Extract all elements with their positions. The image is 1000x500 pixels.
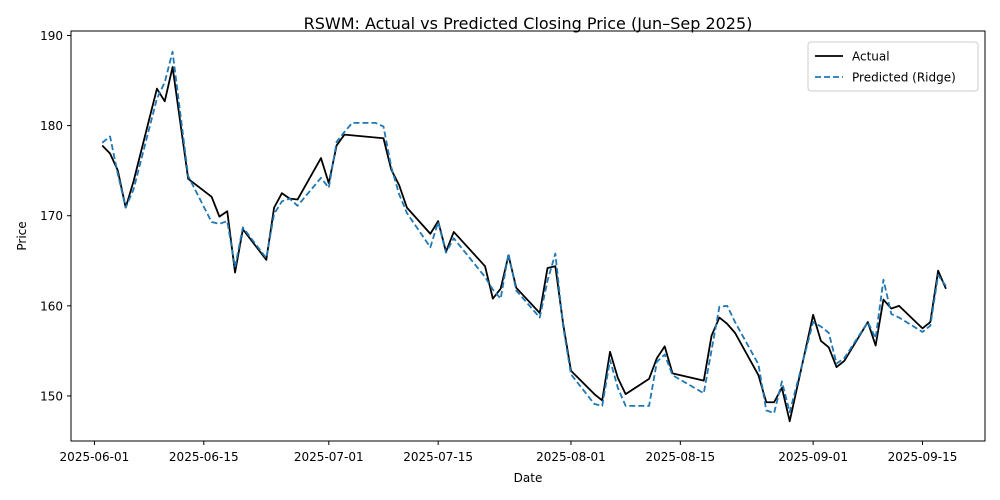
x-tick-label: 2025-07-15 bbox=[403, 450, 473, 464]
x-tick-label: 2025-08-01 bbox=[536, 450, 606, 464]
y-tick-label: 190 bbox=[40, 29, 63, 43]
y-tick-label: 160 bbox=[40, 299, 63, 313]
legend: Actual Predicted (Ridge) bbox=[807, 41, 979, 92]
x-axis-label: Date bbox=[514, 471, 543, 485]
y-axis-label: Price bbox=[15, 221, 29, 250]
legend-label-predicted: Predicted (Ridge) bbox=[852, 71, 956, 85]
x-tick-label: 2025-06-01 bbox=[60, 450, 130, 464]
x-tick-label: 2025-09-01 bbox=[778, 450, 848, 464]
y-axis: 150 160 170 180 190 bbox=[40, 29, 71, 403]
x-tick-label: 2025-09-15 bbox=[888, 450, 958, 464]
plot-frame bbox=[70, 30, 986, 442]
series-line-predicted bbox=[101, 50, 947, 414]
chart-title: RSWM: Actual vs Predicted Closing Price … bbox=[304, 14, 753, 33]
y-tick-label: 150 bbox=[40, 389, 63, 403]
y-tick-label: 180 bbox=[40, 119, 63, 133]
x-tick-label: 2025-06-15 bbox=[169, 450, 239, 464]
x-tick-label: 2025-07-01 bbox=[294, 450, 364, 464]
plot-area bbox=[101, 50, 947, 423]
x-axis: 2025-06-01 2025-06-15 2025-07-01 2025-07-15… bbox=[60, 441, 958, 464]
series-line-actual bbox=[101, 66, 947, 423]
x-tick-label: 2025-08-15 bbox=[645, 450, 715, 464]
legend-label-actual: Actual bbox=[852, 50, 890, 64]
legend-box bbox=[807, 41, 979, 92]
y-tick-label: 170 bbox=[40, 209, 63, 223]
